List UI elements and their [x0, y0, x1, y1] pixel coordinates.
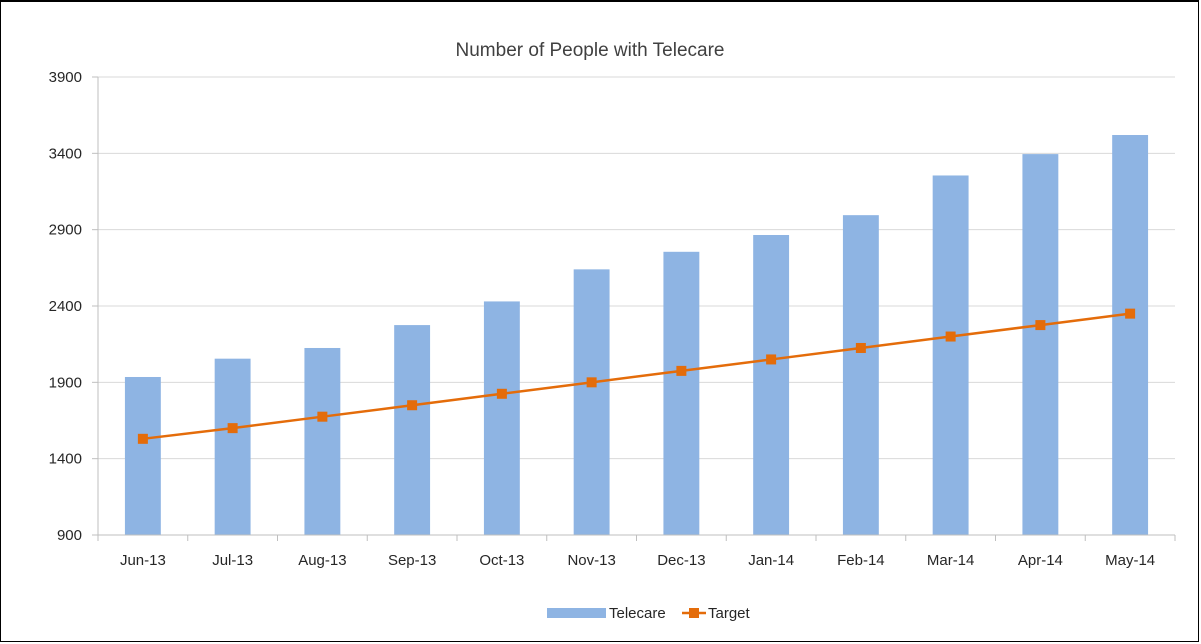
- y-tick-label: 1900: [49, 374, 82, 391]
- y-tick-label: 1400: [49, 451, 82, 468]
- bar-telecare: [394, 325, 431, 535]
- y-tick-label: 2900: [49, 222, 82, 239]
- y-tick-label: 3400: [49, 145, 82, 162]
- x-tick-label: Jun-13: [120, 552, 166, 569]
- y-tick-labels: 900 1400 1900 2400 2900 3400 3900: [49, 69, 82, 544]
- target-marker: [945, 331, 956, 342]
- target-marker: [586, 377, 597, 388]
- target-marker: [1125, 308, 1136, 319]
- target-marker: [855, 342, 866, 353]
- gridlines: [98, 76, 1175, 460]
- x-tick-label: Mar-14: [927, 552, 975, 569]
- x-tick-label: Feb-14: [837, 552, 885, 569]
- bar-telecare: [753, 235, 790, 535]
- bar-telecare: [1022, 154, 1059, 535]
- legend-label-telecare: Telecare: [609, 605, 666, 622]
- bar-telecare: [1112, 135, 1149, 535]
- y-tick-label: 900: [57, 527, 82, 544]
- target-marker: [137, 433, 148, 444]
- x-tick-label: May-14: [1105, 552, 1155, 569]
- bar-telecare: [842, 215, 879, 535]
- target-marker: [496, 388, 507, 399]
- telecare-bars: [124, 135, 1149, 535]
- bar-telecare: [124, 376, 161, 535]
- target-marker: [317, 411, 328, 422]
- chart-title: Number of People with Telecare: [456, 40, 725, 61]
- bar-telecare: [663, 251, 700, 535]
- target-marker: [1035, 320, 1046, 331]
- bar-telecare: [573, 269, 610, 535]
- x-tick-label: Nov-13: [567, 552, 615, 569]
- x-tick-label: Aug-13: [298, 552, 346, 569]
- bar-telecare: [304, 347, 341, 535]
- bar-telecare: [932, 175, 969, 535]
- target-marker: [676, 365, 687, 376]
- x-tick-label: Jan-14: [748, 552, 794, 569]
- target-marker: [407, 400, 418, 411]
- target-line: [142, 312, 1131, 441]
- x-tick-label: Apr-14: [1018, 552, 1063, 569]
- y-tick-label: 3900: [49, 69, 82, 86]
- x-tick-labels: Jun-13 Jul-13 Aug-13 Sep-13 Oct-13 Nov-13 Dec-…: [120, 552, 1155, 569]
- x-tick-label: Jul-13: [212, 552, 253, 569]
- y-tick-label: 2400: [49, 298, 82, 315]
- legend-label-target: Target: [708, 605, 751, 622]
- bar-telecare: [214, 358, 251, 535]
- bar-telecare: [483, 301, 520, 535]
- legend: Telecare Target: [547, 605, 751, 622]
- legend-swatch-telecare: [547, 608, 606, 618]
- x-tick-label: Dec-13: [657, 552, 705, 569]
- legend-swatch-target-marker: [689, 608, 699, 618]
- x-tick-label: Oct-13: [479, 552, 524, 569]
- target-line-series: [137, 308, 1136, 444]
- target-marker: [766, 354, 777, 365]
- target-marker: [227, 423, 238, 434]
- x-tick-label: Sep-13: [388, 552, 436, 569]
- axes: [92, 76, 1176, 541]
